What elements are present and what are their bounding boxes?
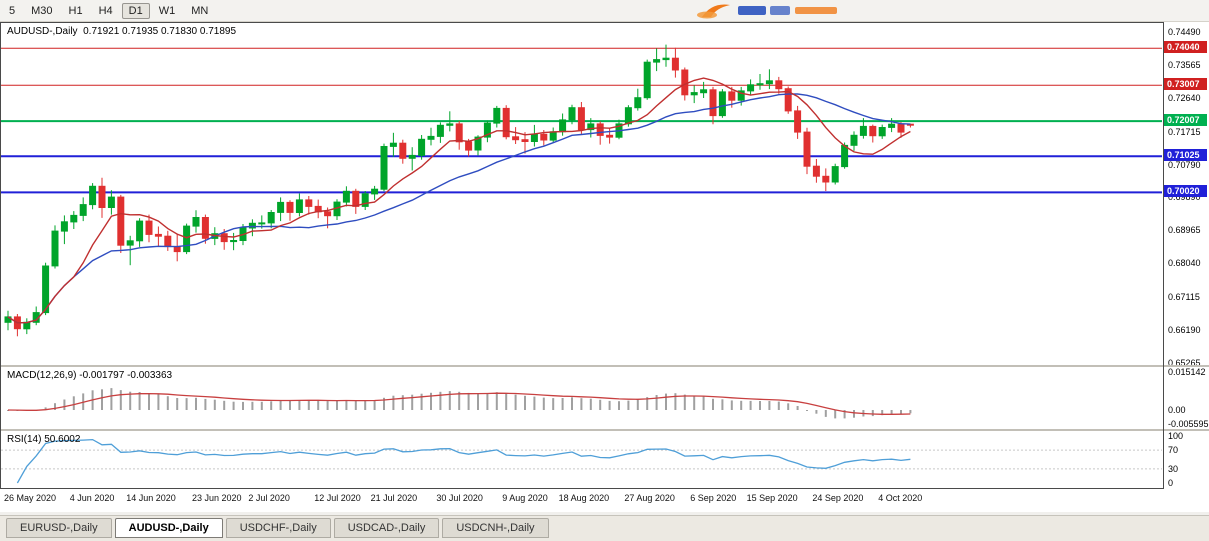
date-tick-label: 9 Aug 2020 — [502, 493, 548, 503]
price-chart-canvas[interactable] — [0, 22, 1163, 365]
price-tick-label: 0.71715 — [1168, 126, 1201, 137]
date-tick-label: 26 May 2020 — [4, 493, 57, 503]
chart-ohlc-header: AUDUSD-,Daily 0.71921 0.71935 0.71830 0.… — [7, 26, 237, 37]
rsi-header: RSI(14) 50.6002 — [7, 434, 81, 445]
price-tick-label: 0.68040 — [1168, 258, 1201, 269]
date-tick-label: 6 Sep 2020 — [690, 493, 737, 503]
rsi-tick-label: 0 — [1168, 478, 1174, 488]
panel-splitter[interactable] — [0, 365, 1209, 367]
chart-tab-usdchf[interactable]: USDCHF-,Daily — [225, 518, 331, 538]
timeframe-toolbar: 5 M30 H1 H4 D1 W1 MN — [0, 0, 1209, 22]
chart-tab-bar: EURUSD-,Daily AUDUSD-,Daily USDCHF-,Daily U… — [0, 515, 1209, 541]
macd-header: MACD(12,26,9) -0.001797 -0.003363 — [7, 370, 173, 381]
timeframe-mn-button[interactable]: MN — [191, 4, 209, 17]
macd-tick-label: -0.005595 — [1168, 418, 1209, 429]
price-tick-label: 0.65265 — [1168, 358, 1201, 368]
date-tick-label: 12 Jul 2020 — [314, 493, 361, 503]
date-tick-label: 4 Oct 2020 — [878, 493, 923, 503]
rsi-tick-label: 70 — [1168, 445, 1179, 456]
price-tick-label: 0.72640 — [1168, 93, 1201, 104]
date-tick-label: 23 Jun 2020 — [192, 493, 242, 503]
price-tick-label: 0.68965 — [1168, 225, 1201, 236]
date-tick-label: 24 Sep 2020 — [812, 493, 864, 503]
rsi-tick-label: 30 — [1168, 463, 1179, 474]
date-tick-label: 18 Aug 2020 — [558, 493, 610, 503]
rsi-tick-label: 100 — [1168, 431, 1184, 441]
timeframe-m30-button[interactable]: M30 — [31, 4, 53, 17]
date-tick-label: 14 Jun 2020 — [126, 493, 176, 503]
timeframe-h1-button[interactable]: H1 — [68, 4, 83, 17]
level-price-label: 0.74040 — [1164, 41, 1207, 54]
price-tick-label: 0.67115 — [1168, 291, 1200, 302]
chart-tab-usdcad[interactable]: USDCAD-,Daily — [333, 518, 440, 538]
macd-indicator-canvas[interactable] — [0, 367, 1163, 429]
timeframe-d1-button[interactable]: D1 — [121, 2, 150, 19]
level-price-label: 0.73007 — [1164, 78, 1207, 91]
timeframe-h4-button[interactable]: H4 — [98, 4, 113, 17]
price-tick-label: 0.70790 — [1168, 159, 1201, 170]
date-tick-label: 2 Jul 2020 — [248, 493, 290, 503]
chart-region: AUDUSD-,Daily 0.71921 0.71935 0.71830 0.… — [0, 22, 1209, 512]
date-tick-label: 30 Jul 2020 — [436, 493, 483, 503]
timeframe-5-button[interactable]: 5 — [9, 4, 16, 17]
level-price-label: 0.70020 — [1164, 185, 1207, 198]
level-price-label: 0.72007 — [1164, 114, 1207, 127]
date-tick-label: 27 Aug 2020 — [624, 493, 675, 503]
date-tick-label: 4 Jun 2020 — [69, 493, 115, 503]
date-tick-label: 21 Jul 2020 — [370, 493, 418, 503]
timeframe-buttons: 5 M30 H1 H4 D1 W1 MN — [2, 2, 217, 19]
macd-tick-label: 0.00 — [1168, 405, 1186, 415]
date-tick-label: 15 Sep 2020 — [746, 493, 798, 503]
rsi-indicator-canvas[interactable] — [0, 431, 1163, 489]
panel-splitter[interactable] — [0, 429, 1209, 431]
timeframe-w1-button[interactable]: W1 — [158, 4, 176, 17]
price-tick-label: 0.73565 — [1168, 60, 1201, 71]
chart-tab-usdcnh[interactable]: USDCNH-,Daily — [442, 518, 549, 538]
chart-tab-eurusd[interactable]: EURUSD-,Daily — [6, 518, 112, 538]
price-tick-label: 0.74490 — [1168, 27, 1201, 37]
price-tick-label: 0.66190 — [1168, 324, 1201, 335]
macd-tick-label: 0.015142 — [1168, 367, 1206, 378]
broker-logo-icon — [697, 4, 837, 19]
level-price-label: 0.71025 — [1164, 149, 1207, 162]
chart-tab-audusd[interactable]: AUDUSD-,Daily — [114, 518, 223, 538]
